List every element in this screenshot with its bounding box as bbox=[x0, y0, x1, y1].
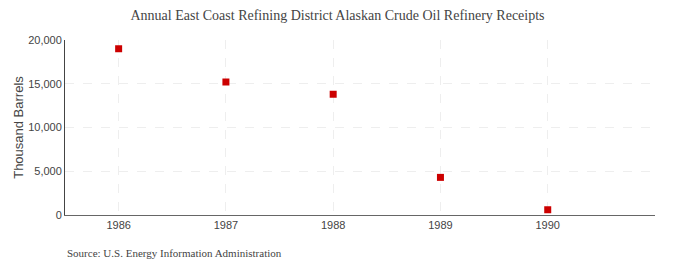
svg-text:1986: 1986 bbox=[106, 219, 130, 231]
svg-text:1990: 1990 bbox=[535, 219, 559, 231]
svg-text:1989: 1989 bbox=[428, 219, 452, 231]
svg-text:Thousand Barrels: Thousand Barrels bbox=[11, 76, 26, 179]
svg-text:15,000: 15,000 bbox=[28, 78, 62, 90]
svg-text:20,000: 20,000 bbox=[28, 34, 62, 46]
svg-text:0: 0 bbox=[56, 209, 62, 221]
svg-text:1988: 1988 bbox=[321, 219, 345, 231]
svg-text:10,000: 10,000 bbox=[28, 121, 62, 133]
svg-text:Source: U.S. Energy Informatio: Source: U.S. Energy Information Administ… bbox=[67, 247, 282, 259]
svg-text:5,000: 5,000 bbox=[34, 165, 62, 177]
svg-text:1987: 1987 bbox=[214, 219, 238, 231]
svg-text:Annual East Coast Refining Dis: Annual East Coast Refining District Alas… bbox=[130, 8, 544, 23]
